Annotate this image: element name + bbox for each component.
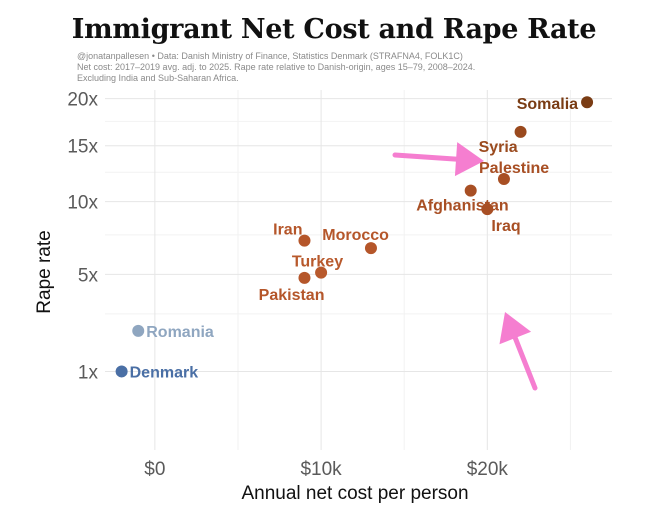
y-tick-label: 10x [67, 193, 98, 214]
point-palestine [497, 173, 510, 186]
annotation-arrows [392, 142, 538, 391]
point-pakistan [298, 271, 311, 284]
label-turkey: Turkey [292, 254, 343, 271]
subtitle-line-2: Net cost: 2017–2019 avg. adj. to 2025. R… [77, 62, 476, 72]
label-morocco: Morocco [322, 227, 389, 244]
point-denmark [115, 365, 128, 378]
arrow-iraq [499, 312, 538, 391]
arrow-syria [392, 142, 484, 177]
point-iran [298, 234, 311, 247]
x-tick-label: $0 [144, 459, 165, 480]
x-tick-label: $20k [467, 459, 509, 480]
point-afghanistan [464, 184, 477, 197]
y-tick-label: 20x [67, 90, 98, 111]
subtitle-line-3: Excluding India and Sub-Saharan Africa. [77, 73, 239, 83]
label-syria: Syria [479, 139, 518, 156]
label-somalia: Somalia [517, 96, 578, 113]
label-palestine: Palestine [479, 160, 549, 177]
point-romania [132, 324, 145, 337]
y-axis-title: Rape rate [34, 230, 55, 313]
point-somalia [581, 96, 594, 109]
point-turkey [315, 266, 328, 279]
label-iran: Iran [273, 222, 302, 239]
y-tick-label: 1x [78, 362, 99, 383]
x-tick-label: $10k [300, 459, 342, 480]
label-pakistan: Pakistan [259, 287, 325, 304]
label-romania: Romania [146, 324, 214, 341]
point-labels: Denmark Romania Pakistan Turkey Iran Morocco A… [130, 96, 579, 381]
x-axis-title: Annual net cost per person [241, 483, 468, 504]
point-syria [514, 125, 527, 138]
y-tick-label: 5x [78, 265, 99, 286]
point-iraq [481, 203, 494, 216]
subtitle-line-1: @jonatanpallesen • Data: Danish Ministry… [77, 51, 463, 61]
label-afghanistan: Afghanistan [416, 198, 508, 215]
data-points [115, 96, 594, 378]
label-iraq: Iraq [491, 218, 520, 235]
y-tick-label: 15x [67, 137, 98, 158]
label-denmark: Denmark [130, 364, 199, 381]
grid [105, 90, 612, 450]
point-morocco [364, 242, 377, 255]
chart-title: Immigrant Net Cost and Rape Rate [71, 14, 597, 45]
axis-ticks: $0 $10k $20k 1x 5x 10x 15x 20x [67, 90, 508, 480]
